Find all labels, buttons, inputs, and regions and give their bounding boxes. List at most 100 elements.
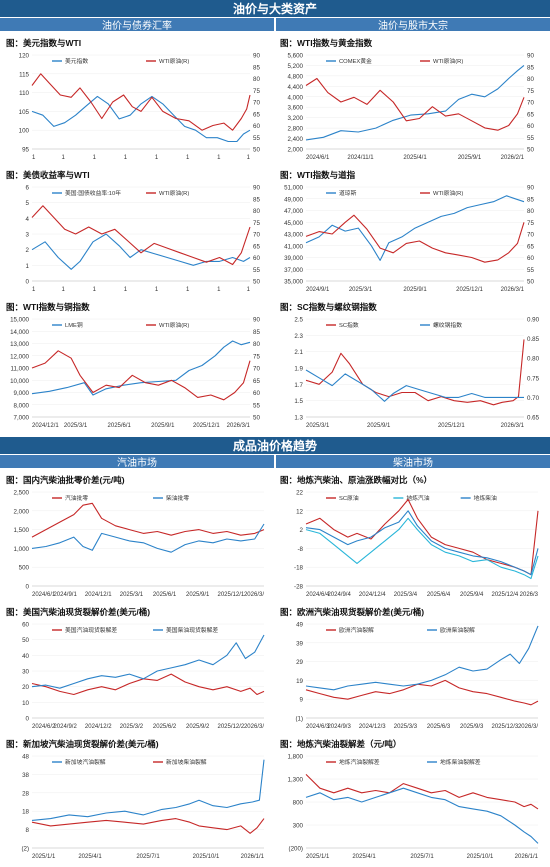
y-tick-label: 4,800 bbox=[288, 73, 304, 80]
series-line-1 bbox=[305, 517, 539, 580]
x-tick-label: 2025/9/2 bbox=[186, 724, 210, 730]
y-tick-label: 1,300 bbox=[288, 777, 304, 784]
series-line-0 bbox=[305, 195, 525, 261]
x-tick-label: 2024/12/3 bbox=[359, 724, 386, 730]
series-line-1 bbox=[31, 523, 265, 553]
legend-label: SC原油 bbox=[339, 494, 359, 502]
x-tick-label: 2024/11/1 bbox=[347, 155, 374, 161]
y2-tick-label: 0.75 bbox=[527, 375, 540, 382]
x-tick-label: 2024/9/4 bbox=[327, 592, 351, 598]
series-line-1 bbox=[305, 787, 539, 844]
x-tick-label: 2025/4/1 bbox=[352, 854, 376, 860]
x-tick-label: 2026/1/1 bbox=[241, 854, 265, 860]
x-tick-label: 2025/3/3 bbox=[394, 724, 418, 730]
y-tick-label: 22 bbox=[296, 490, 303, 497]
chart-title: 图：SC指数与螺纹钢指数 bbox=[280, 302, 377, 312]
y-tick-label: 50 bbox=[22, 637, 29, 644]
y-tick-label: 2,400 bbox=[288, 136, 304, 143]
y2-tick-label: 90 bbox=[527, 53, 534, 60]
chart-svg: 5,600 5,200 4,800 4,400 4,000 3,600 3,200 2,800… bbox=[288, 53, 535, 162]
chart-svg: 48 38 28 18 8 (2)2025/1/1 2025/4/1 2025/7/1 2025… bbox=[21, 754, 265, 861]
series-line-1 bbox=[31, 73, 251, 131]
y-tick-label: 2 bbox=[26, 247, 30, 254]
y-tick-label: 49 bbox=[296, 622, 303, 629]
legend-label: 地炼柴油 bbox=[474, 494, 497, 502]
y-tick-label: 13,000 bbox=[10, 341, 29, 348]
y-tick-label: 12 bbox=[296, 508, 303, 515]
y2-tick-label: 90 bbox=[527, 185, 534, 192]
y-tick-label: 4 bbox=[26, 216, 30, 223]
x-tick-label: 2025/1/1 bbox=[32, 854, 56, 860]
x-tick-label: 2026/1/1 bbox=[515, 854, 539, 860]
x-tick-label: 1 bbox=[217, 287, 221, 293]
x-tick-label: 2024/12/2 bbox=[85, 724, 112, 730]
y-tick-label: 3,200 bbox=[288, 115, 304, 122]
y2-tick-label: 65 bbox=[253, 111, 260, 118]
x-tick-label: 1 bbox=[124, 155, 128, 161]
x-tick-label: 2026/2/1 bbox=[501, 155, 525, 161]
y2-tick-label: 70 bbox=[253, 232, 260, 239]
legend-label: 地炼汽油 bbox=[406, 494, 429, 502]
legend-label: 美元指数 bbox=[65, 57, 88, 65]
series-line-0 bbox=[31, 95, 251, 143]
subheader-stocks-commodities: 油价与股市大宗 bbox=[276, 18, 550, 32]
x-tick-label: 1 bbox=[217, 155, 221, 161]
chart-title: 图：WTI指数与道指 bbox=[280, 170, 356, 180]
legend-label: 新加坡柴油裂解 bbox=[166, 758, 207, 766]
y-tick-label: 1,000 bbox=[14, 546, 30, 553]
x-tick-label: 2025/9/1 bbox=[186, 592, 210, 598]
y-tick-label: 1,500 bbox=[14, 527, 30, 534]
x-tick-label: 2025/6/2 bbox=[153, 724, 177, 730]
y2-tick-label: 75 bbox=[253, 353, 260, 360]
y-tick-label: 1,800 bbox=[288, 754, 304, 761]
series-line-0 bbox=[31, 502, 265, 538]
y2-tick-label: 70 bbox=[527, 100, 534, 107]
y-tick-label: 2 bbox=[300, 527, 304, 534]
legend-label: 柴油批零 bbox=[166, 494, 189, 502]
series-line-1 bbox=[31, 350, 251, 401]
y-tick-label: 39 bbox=[296, 640, 303, 647]
series-line-1 bbox=[305, 625, 539, 691]
series-line-0 bbox=[31, 233, 251, 270]
x-tick-label: 1 bbox=[186, 287, 190, 293]
chart-title: 图：美元指数与WTI bbox=[6, 38, 82, 48]
x-tick-label: 1 bbox=[61, 287, 65, 293]
x-tick-label: 2025/12/2 bbox=[218, 724, 245, 730]
y2-tick-label: 60 bbox=[527, 123, 534, 130]
y-tick-label: 1.3 bbox=[294, 415, 303, 422]
x-tick-label: 2025/10/1 bbox=[193, 854, 220, 860]
x-tick-label: 2024/9/1 bbox=[306, 287, 330, 293]
y-tick-label: 3,600 bbox=[288, 105, 304, 112]
y2-tick-label: 70 bbox=[253, 366, 260, 373]
x-tick-label: 2025/3/1 bbox=[306, 423, 330, 429]
y-tick-label: 2,000 bbox=[288, 147, 304, 154]
y-tick-label: 500 bbox=[19, 565, 30, 572]
y-tick-label: 9,000 bbox=[14, 390, 30, 397]
x-tick-label: 2026/3/ bbox=[244, 724, 264, 730]
y2-tick-label: 60 bbox=[253, 390, 260, 397]
y2-tick-label: 90 bbox=[253, 185, 260, 192]
y-tick-label: 30 bbox=[22, 669, 29, 676]
y2-tick-label: 60 bbox=[253, 255, 260, 262]
y-tick-label: 19 bbox=[296, 678, 303, 685]
x-tick-label: 2025/12/3 bbox=[492, 724, 519, 730]
y2-tick-label: 0.85 bbox=[527, 336, 540, 343]
chart-panel-c8: 图：地炼汽柴油、原油涨跌幅对比（%） 22 12 2 -8 -18 -28 2024/6/4 2… bbox=[276, 475, 548, 602]
y-tick-label: 2,800 bbox=[288, 126, 304, 133]
y-tick-label: 35,000 bbox=[284, 279, 303, 286]
y-tick-label: 1 bbox=[26, 263, 30, 270]
y2-tick-label: 0.80 bbox=[527, 356, 540, 363]
y2-tick-label: 70 bbox=[527, 232, 534, 239]
series-line-2 bbox=[305, 510, 539, 576]
chart-title: 图：地炼汽柴油裂解差（元/吨） bbox=[280, 739, 402, 749]
y-tick-label: 95 bbox=[22, 147, 29, 154]
x-tick-label: 1 bbox=[32, 155, 36, 161]
y-tick-label: 4,400 bbox=[288, 84, 304, 91]
x-tick-label: 1 bbox=[61, 155, 65, 161]
x-tick-label: 2024/9/2 bbox=[53, 724, 77, 730]
x-tick-label: 1 bbox=[186, 155, 190, 161]
legend-label: WTI原油(R) bbox=[159, 57, 189, 65]
